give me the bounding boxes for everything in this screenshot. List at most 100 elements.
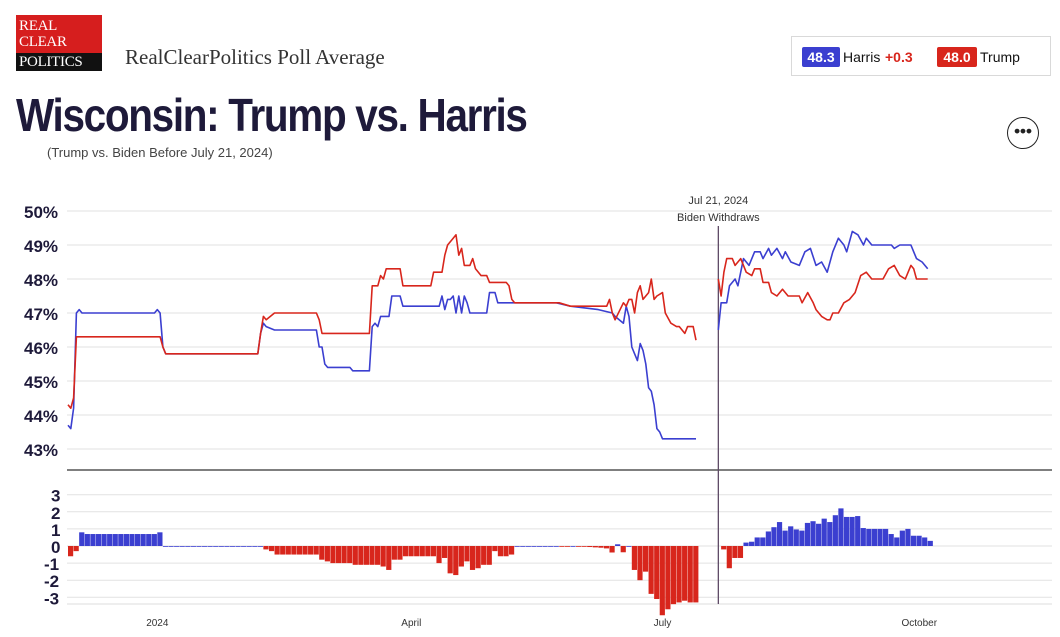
spread-bar (391, 546, 397, 560)
spread-bar (302, 546, 308, 555)
spread-bar (749, 541, 755, 546)
spread-bar (670, 546, 677, 605)
x-tick-label: October (902, 618, 938, 629)
spread-bar (776, 522, 783, 546)
spread-bar (397, 546, 403, 560)
spread-bar (509, 546, 515, 555)
spread-bar (291, 546, 297, 555)
spread-bar (246, 546, 252, 547)
brand-title: RealClearPolitics Poll Average (125, 45, 385, 69)
spread-tick-label: 2 (51, 504, 60, 523)
spread-bar (90, 534, 96, 546)
spread-bar (922, 537, 928, 546)
spread-bar (877, 528, 883, 546)
spread-bar (402, 546, 409, 557)
spread-bar (782, 530, 788, 546)
spread-bar (514, 546, 520, 547)
spread-bar (436, 546, 442, 564)
spread-bar (408, 546, 414, 557)
spread-bar (894, 537, 900, 546)
spread-bar (520, 546, 526, 547)
spread-bar (79, 532, 85, 546)
spread-bar (196, 546, 202, 547)
spread-bar (754, 537, 760, 546)
poll-legend: 48.3 Harris +0.3 48.0 Trump (791, 36, 1051, 76)
spread-bar (760, 537, 766, 546)
spread-bar (849, 516, 855, 546)
spread-bar (905, 528, 911, 546)
logo-line-2: CLEAR (19, 34, 67, 50)
spread-bar (732, 546, 738, 558)
spread-bar (419, 546, 425, 557)
spread-tick-label: -3 (44, 589, 59, 608)
x-tick-label: April (401, 618, 421, 629)
spread-bar (603, 546, 610, 549)
spread-bar (129, 534, 135, 546)
spread-bar (313, 546, 319, 555)
spread-bar (888, 534, 894, 546)
spread-bar (352, 546, 358, 565)
spread-bar (581, 546, 587, 547)
harris-label: Harris (843, 49, 881, 65)
page-subtitle: (Trump vs. Biden Before July 21, 2024) (47, 145, 273, 160)
y-tick-label: 46% (24, 339, 58, 358)
spread-bar (218, 546, 224, 547)
spread-bar (598, 546, 604, 548)
spread-bar (430, 546, 437, 557)
spread-bar (319, 546, 325, 560)
y-tick-label: 43% (24, 441, 58, 460)
spread-bar (162, 546, 169, 547)
spread-bar (570, 546, 576, 547)
spread-bar (73, 546, 79, 552)
more-options-icon: ••• (1014, 121, 1032, 141)
spread-bar (107, 534, 113, 546)
spread-bar (168, 546, 174, 547)
spread-bar (665, 546, 671, 610)
more-options-button[interactable]: ••• (1007, 117, 1039, 149)
spread-bar (257, 546, 263, 547)
event-date-label: Jul 21, 2024 (688, 195, 748, 207)
spread-bar (810, 521, 816, 546)
spread-bar (654, 546, 660, 600)
spread-bar (486, 546, 492, 565)
spread-bar (118, 534, 124, 546)
spread-bar (442, 546, 448, 558)
spread-bar (626, 546, 632, 547)
spread-bar (458, 546, 464, 567)
spread-bar (497, 546, 504, 557)
spread-bar (453, 546, 459, 576)
spread-bar (140, 534, 146, 546)
spread-bar (531, 546, 537, 547)
spread-bar (414, 546, 420, 557)
x-tick-label: July (654, 618, 672, 629)
spread-bar (910, 535, 917, 546)
spread-bar (827, 522, 833, 546)
spread-bar (587, 546, 593, 548)
spread-bar (179, 546, 185, 547)
y-tick-label: 44% (24, 407, 58, 426)
spread-bar (866, 528, 872, 546)
spread-bar (185, 546, 191, 547)
spread-bar (575, 546, 582, 547)
event-label: Biden Withdraws (677, 212, 760, 224)
spread-bar (308, 546, 314, 555)
spread-bar (95, 534, 102, 546)
spread-bar (737, 546, 744, 558)
trump-label: Trump (980, 49, 1020, 65)
spread-bar (280, 546, 286, 555)
spread-bar (146, 534, 152, 546)
harris-value-badge: 48.3 (802, 47, 840, 67)
spread-bar (475, 546, 481, 569)
spread-bar (134, 534, 141, 546)
spread-bar (765, 531, 771, 546)
spread-bar (369, 546, 375, 565)
rcp-logo[interactable]: REAL CLEAR POLITICS (16, 15, 102, 71)
spread-bar (615, 544, 621, 546)
spread-bar (743, 542, 749, 546)
spread-bar (285, 546, 291, 555)
trump-series-line-before (67, 234, 697, 409)
spread-bar (252, 546, 258, 547)
spread-bar (816, 523, 822, 546)
spread-bar (860, 528, 866, 546)
